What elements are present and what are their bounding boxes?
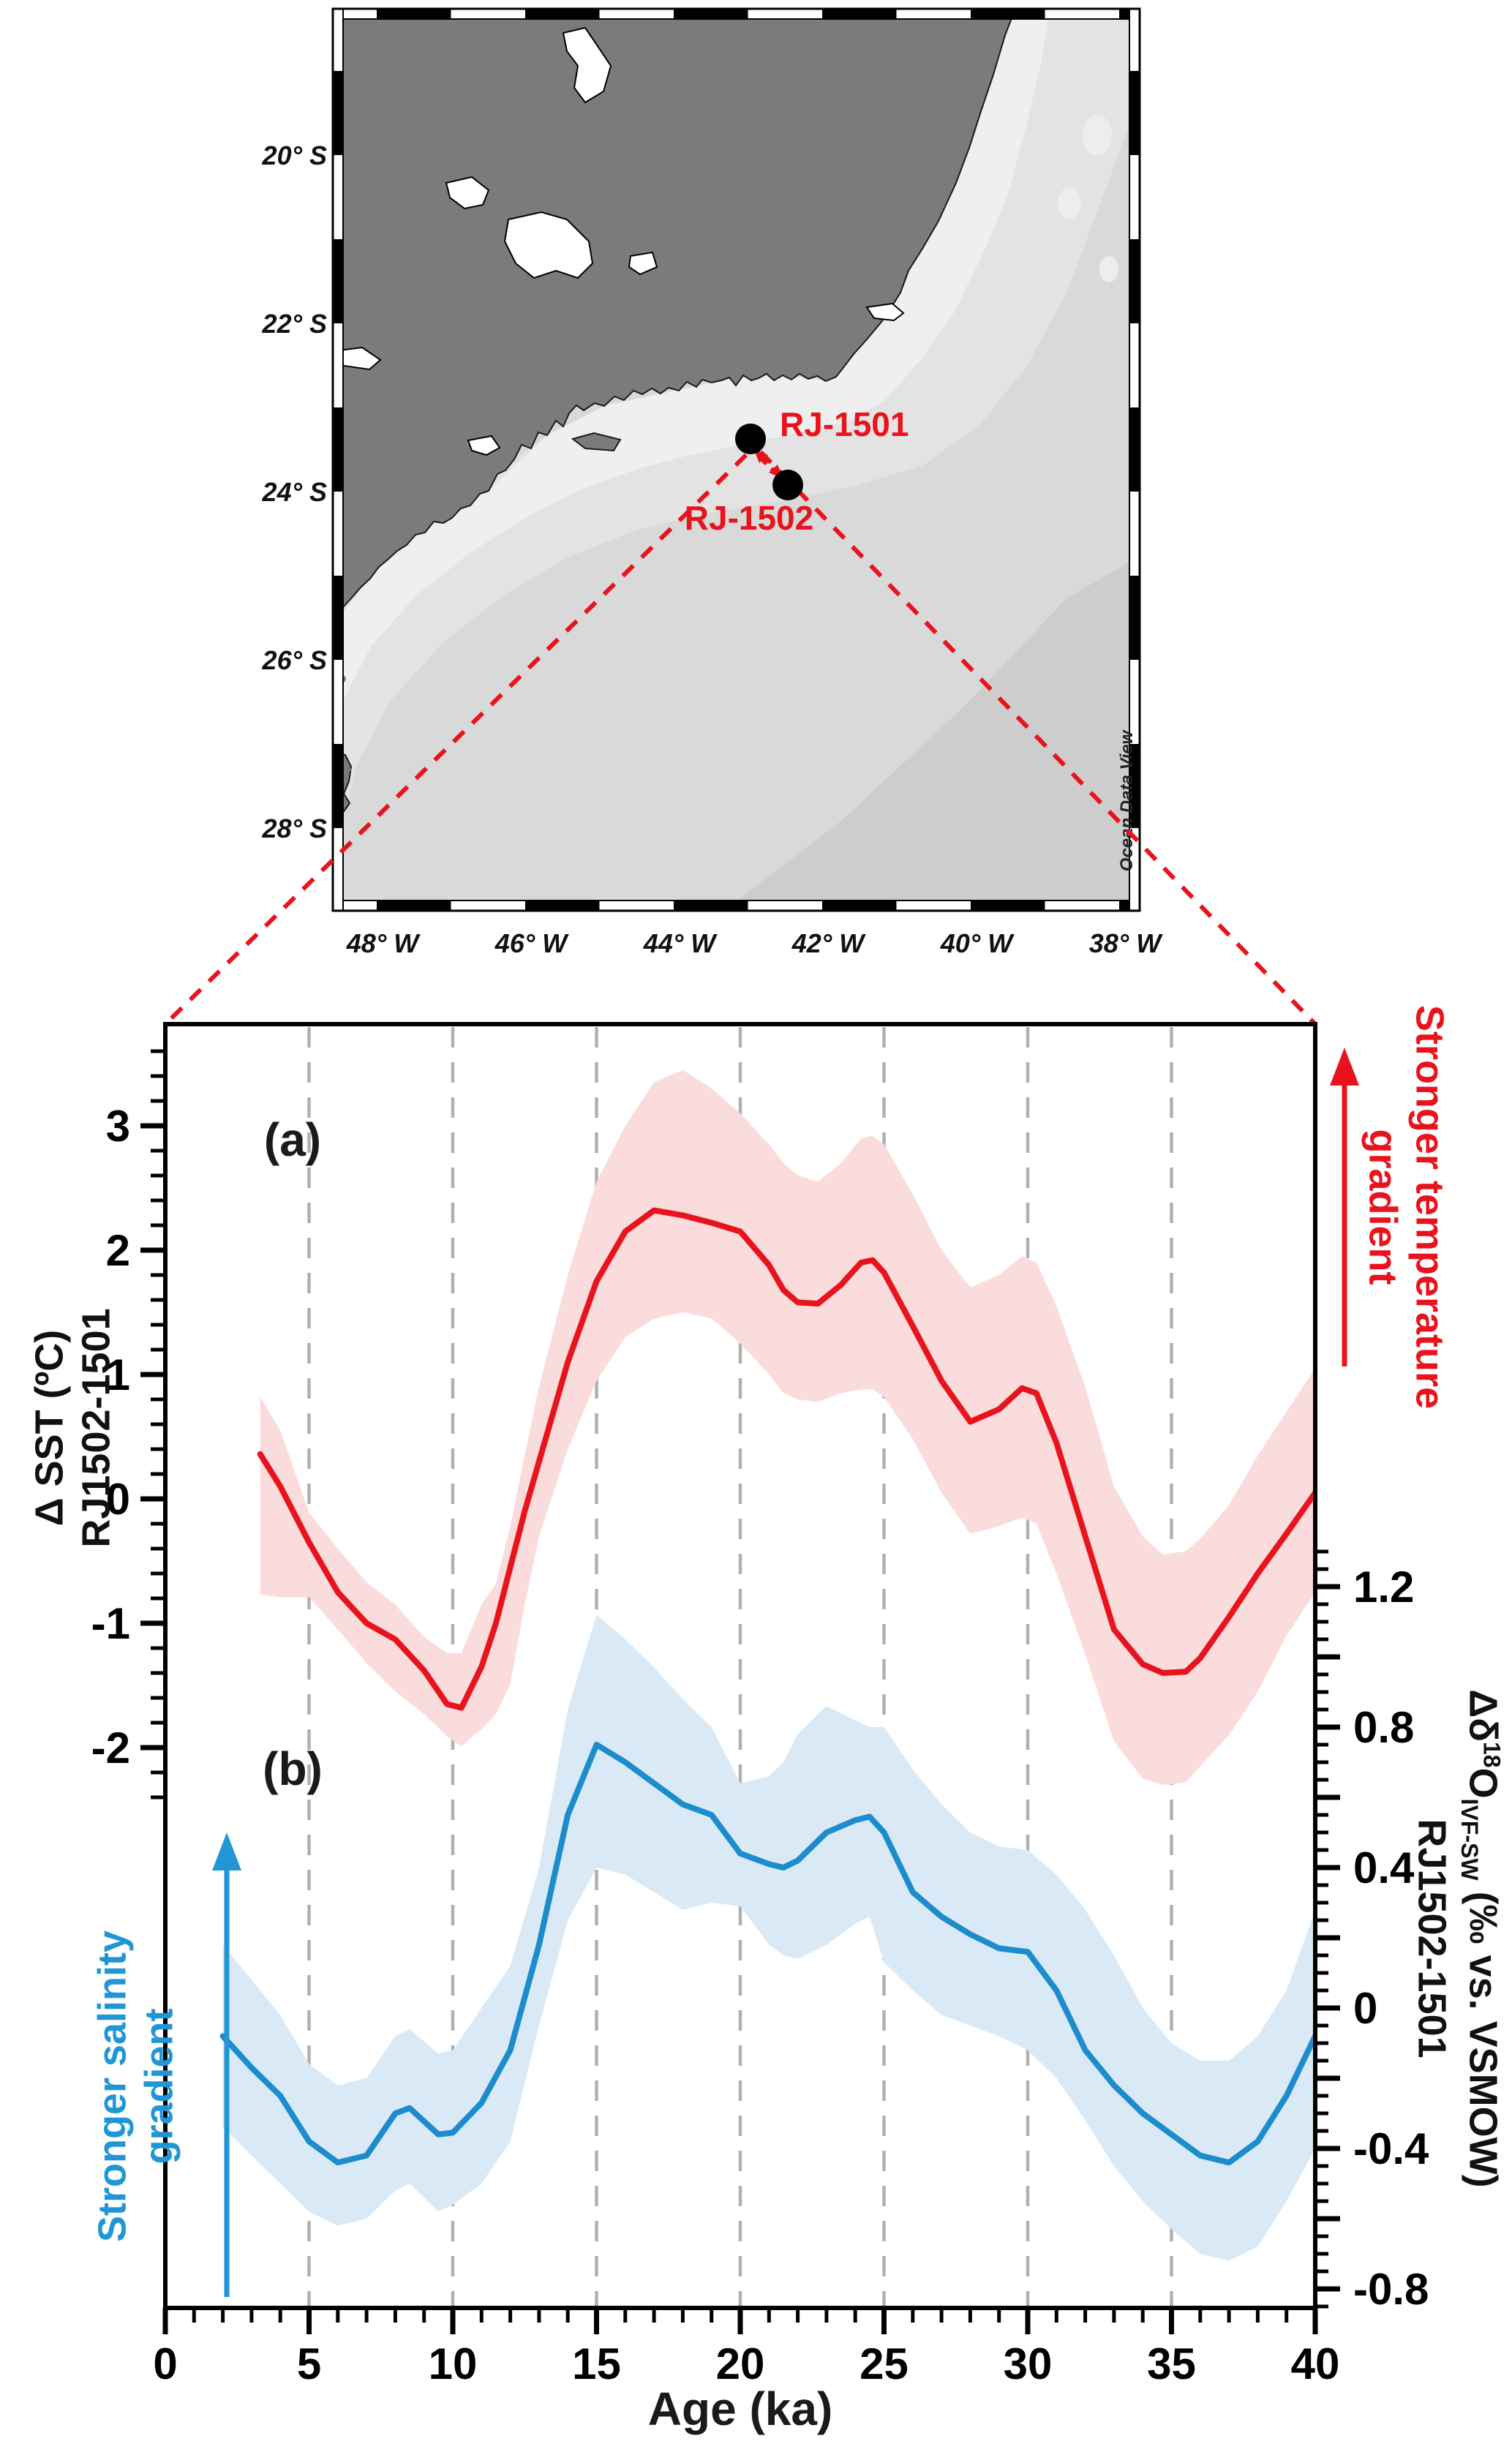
- timeseries-chart: 0 5 10 15 20 25 30 35 403210-1-21.20.80.40-0.4-0…: [91, 1022, 1429, 2435]
- site-marker-rj1501: [735, 424, 766, 454]
- islet: [571, 432, 622, 452]
- lagoon: [343, 346, 382, 371]
- lagoon: [628, 251, 658, 276]
- x-tick-label: 5: [297, 2339, 321, 2388]
- lon-label: 40° W: [940, 928, 1015, 958]
- salinity-annotation-line1: Stronger salinity: [90, 1930, 135, 2243]
- lagoon: [562, 26, 612, 104]
- lon-label: 46° W: [494, 928, 569, 958]
- left-axis-title: Δ SST (ºC) RJ1502-1501: [26, 1308, 119, 1547]
- axis-ticks-and-labels: 0 5 10 15 20 25 30 35 403210-1-21.20.80.40-0.4-0…: [91, 1049, 1429, 2388]
- seamount-patch: [1083, 115, 1112, 156]
- x-tick-label: 20: [716, 2339, 765, 2388]
- ocean-deep-band: [737, 562, 1129, 900]
- lat-label: 26° S: [262, 645, 327, 675]
- lat-label: 20° S: [262, 140, 327, 170]
- map-bathymetry: [343, 19, 1129, 900]
- lat-label: 24° S: [262, 477, 327, 507]
- series-band-b: [222, 1614, 1315, 2261]
- land: [343, 19, 1012, 609]
- lat-label: 22° S: [262, 309, 327, 339]
- left-axis-title-line2: RJ1502-1501: [74, 1308, 118, 1548]
- series-line-b: [219, 1742, 1315, 2166]
- odv-watermark: Ocean Data View: [1117, 729, 1137, 871]
- temperature-annotation-line1: Stronger temperature: [1407, 1004, 1452, 1410]
- panel-b-label: (b): [263, 1742, 323, 1795]
- temperature-annotation-line2: gradient: [1361, 1129, 1405, 1285]
- x-axis-title: Age (ka): [648, 2383, 833, 2435]
- right-axis-title-line2: RJ1502-1501: [1410, 1819, 1455, 2058]
- map-border-top: [332, 8, 1140, 20]
- left-tick-label: 3: [106, 1102, 130, 1151]
- series-line-a: [257, 1207, 1315, 1711]
- panel-a-label: (a): [264, 1113, 321, 1166]
- site-marker-rj1502: [772, 470, 803, 500]
- temperature-annotation: Stronger temperature gradient: [1359, 1005, 1452, 1409]
- left-tick-label: -2: [91, 1723, 130, 1772]
- lagoon: [445, 176, 490, 210]
- map-coordinate-labels: 20° S 22° S 24° S 26° S 28° S 48° W 46° W 44° W…: [262, 140, 1164, 958]
- right-tick-label: -0.8: [1353, 2265, 1429, 2314]
- salinity-annotation: Stronger salinity gradient: [89, 1930, 182, 2242]
- series-layer: [219, 1069, 1315, 2261]
- lon-label: 44° W: [643, 928, 718, 958]
- map-border-left: [332, 8, 344, 911]
- left-tick-label: 2: [106, 1226, 130, 1275]
- right-tick-label: -0.4: [1353, 2124, 1429, 2173]
- site-distance-arrow-shaft: [759, 456, 776, 473]
- lon-label: 38° W: [1089, 928, 1163, 958]
- temperature-arrow-head-icon: [1330, 1048, 1359, 1086]
- right-tick-label: 1.2: [1353, 1563, 1414, 1612]
- x-tick-label: 25: [860, 2339, 909, 2388]
- site-label-rj1501: RJ-1501: [780, 405, 909, 443]
- ocean-shelf-band: [343, 19, 1049, 705]
- zoom-connector-left: [163, 453, 748, 1026]
- salinity-annotation-line2: gradient: [137, 2008, 181, 2165]
- right-axis-title: Δδ18OIVF-SW (‰ vs. VSMOW) RJ1502-1501: [1408, 1689, 1505, 2187]
- right-tick-label: 0.8: [1353, 1703, 1414, 1752]
- lon-label: 48° W: [346, 928, 421, 958]
- left-axis-title-line1: Δ SST (ºC): [27, 1329, 72, 1527]
- lagoon: [503, 211, 594, 279]
- x-tick-label: 35: [1147, 2339, 1196, 2388]
- left-tick-label: 0: [106, 1475, 130, 1524]
- left-tick-label: 1: [106, 1350, 130, 1399]
- site-label-rj1502: RJ-1502: [685, 499, 813, 537]
- x-tick-label: 10: [429, 2339, 478, 2388]
- lagoon: [865, 302, 905, 322]
- lon-label: 42° W: [791, 928, 866, 958]
- lagoon: [467, 435, 501, 456]
- x-tick-label: 30: [1004, 2339, 1053, 2388]
- seamount-patch: [1058, 187, 1081, 219]
- map-border-bottom: [332, 900, 1140, 911]
- zoom-connector-right: [759, 450, 1317, 1026]
- x-tick-label: 40: [1291, 2339, 1340, 2388]
- seamount-patch: [1099, 256, 1118, 282]
- lat-label: 28° S: [262, 813, 327, 843]
- right-tick-label: 0.4: [1353, 1843, 1415, 1892]
- map-frame: [331, 7, 1141, 912]
- left-tick-label: -1: [91, 1599, 130, 1648]
- x-tick-label: 0: [153, 2339, 177, 2388]
- right-axis-title-line1: Δδ18OIVF-SW (‰ vs. VSMOW): [1456, 1689, 1505, 2188]
- right-tick-label: 0: [1353, 1984, 1377, 2033]
- site-map: 20° S 22° S 24° S 26° S 28° S 48° W 46° W 44° W…: [163, 7, 1317, 1026]
- islet: [347, 767, 351, 772]
- x-tick-label: 15: [572, 2339, 621, 2388]
- series-band-a: [260, 1069, 1315, 1785]
- islet: [343, 758, 347, 764]
- salinity-arrow-head-icon: [212, 1832, 241, 1870]
